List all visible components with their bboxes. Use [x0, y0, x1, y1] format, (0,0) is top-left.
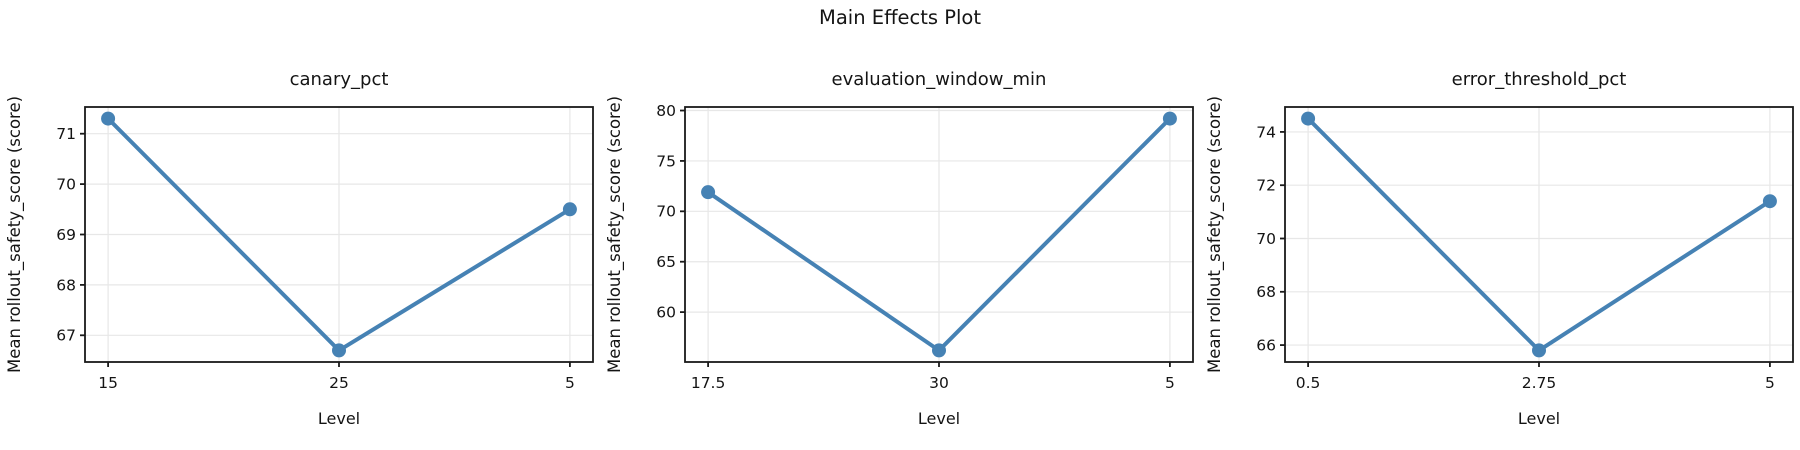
subplot-canary-pct: 67 68 69 70 71 15 25 5 Level Mean rollout_safety_… [0, 0, 600, 450]
y-tick-label: 67 [56, 327, 76, 345]
subplot-title: canary_pct [290, 69, 389, 90]
data-point [562, 202, 577, 217]
data-point [1301, 111, 1316, 126]
data-point [1162, 111, 1177, 126]
chart-svg: 67 68 69 70 71 15 25 5 Level Mean rollout_safety_… [5, 69, 594, 428]
data-point [932, 343, 946, 358]
y-tick-label: 68 [56, 276, 76, 294]
x-tick-label: 2.75 [1522, 374, 1557, 392]
subplot-title: evaluation_window_min [832, 69, 1047, 90]
x-axis-label: Level [918, 409, 960, 428]
x-tick-label: 25 [329, 374, 349, 392]
chart-svg: 60 65 70 75 80 17.5 30 5 Level Mean rollout_safet… [605, 69, 1194, 428]
y-tick-label: 74 [1256, 123, 1276, 141]
y-axis-label: Mean rollout_safety_score (score) [1205, 96, 1225, 373]
y-tick-label: 65 [656, 253, 676, 271]
x-tick-label: 5 [1165, 374, 1175, 392]
chart-svg: 66 68 70 72 74 0.5 2.75 5 Level Mean rollout_safe… [1205, 69, 1794, 428]
y-tick-label: 71 [56, 125, 76, 143]
data-point [701, 185, 716, 200]
x-tick-label: 5 [1765, 374, 1775, 392]
y-tick-label: 68 [1256, 283, 1276, 301]
x-tick-label: 17.5 [691, 374, 726, 392]
x-tick-label: 15 [98, 374, 118, 392]
subplot-title: error_threshold_pct [1452, 69, 1627, 90]
y-tick-label: 60 [656, 304, 676, 322]
y-tick-label: 70 [56, 176, 76, 194]
y-axis-label: Mean rollout_safety_score (score) [605, 96, 625, 373]
y-tick-label: 69 [56, 226, 76, 244]
data-point [101, 111, 116, 126]
data-point [1532, 343, 1546, 358]
data-point [332, 343, 346, 358]
y-axis-label: Mean rollout_safety_score (score) [5, 96, 25, 373]
y-tick-label: 70 [1256, 230, 1276, 248]
x-tick-label: 30 [929, 374, 949, 392]
x-tick-label: 5 [565, 374, 575, 392]
data-point [1762, 194, 1777, 209]
x-axis-label: Level [1518, 409, 1560, 428]
y-tick-label: 72 [1256, 177, 1276, 195]
y-tick-label: 80 [656, 102, 676, 120]
subplot-error-threshold-pct: 66 68 70 72 74 0.5 2.75 5 Level Mean rollout_safe… [1200, 0, 1800, 450]
x-tick-label: 0.5 [1296, 374, 1321, 392]
y-tick-label: 66 [1256, 337, 1276, 355]
y-tick-label: 70 [656, 203, 676, 221]
figure-suptitle: Main Effects Plot [819, 6, 981, 29]
subplot-evaluation-window-min: 60 65 70 75 80 17.5 30 5 Level Mean rollout_safet… [600, 0, 1200, 450]
x-axis-label: Level [318, 409, 360, 428]
y-tick-label: 75 [656, 152, 676, 170]
